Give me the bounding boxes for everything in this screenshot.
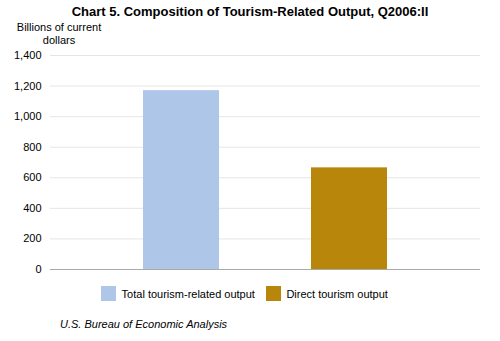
svg-text:0: 0 — [35, 263, 41, 275]
svg-text:1,000: 1,000 — [14, 110, 42, 122]
svg-text:200: 200 — [23, 232, 41, 244]
html-text:Chart 5. Composition of Touris: Chart 5. Composition of Tourism-Related … — [71, 4, 429, 19]
svg-text:1,400: 1,400 — [14, 49, 42, 61]
html-text:Total tourism-related output: Total tourism-related output — [121, 287, 255, 300]
svg-text:800: 800 — [23, 141, 41, 153]
svg-text:600: 600 — [23, 171, 41, 183]
html-text:Billions of current dollars: Billions of current dollars — [16, 21, 102, 46]
html-text:U.S. Bureau of Economic Analys: U.S. Bureau of Economic Analysis — [60, 317, 228, 330]
html-text:Direct tourism output: Direct tourism output — [286, 287, 388, 300]
svg-text:400: 400 — [23, 202, 41, 214]
svg-text:1,200: 1,200 — [14, 80, 42, 92]
